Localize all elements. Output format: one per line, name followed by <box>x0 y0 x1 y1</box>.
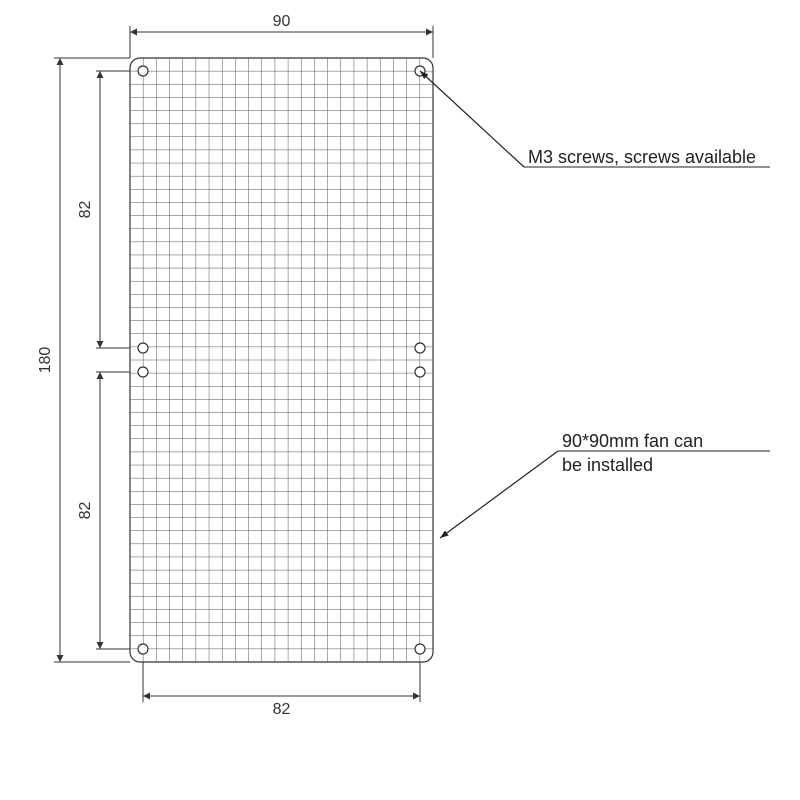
dimension-hole-spacing-upper: 82 <box>77 71 130 348</box>
dimension-value: 180 <box>37 347 54 374</box>
dimension-value: 90 <box>273 13 291 30</box>
dimension-height-full: 180 <box>37 58 130 662</box>
dimension-hole-spacing-lower: 82 <box>77 372 130 649</box>
annotation-fan: 90*90mm fan can be installed <box>440 431 770 538</box>
annotation-text: be installed <box>562 455 653 475</box>
screw-hole <box>415 367 425 377</box>
dimension-hole-spacing-bottom: 82 <box>143 662 420 718</box>
screw-hole <box>415 644 425 654</box>
screw-hole <box>138 66 148 76</box>
dimension-value: 82 <box>273 701 291 718</box>
screw-hole <box>138 367 148 377</box>
dimension-width-top: 90 <box>130 13 433 58</box>
screw-hole <box>138 343 148 353</box>
screw-hole <box>138 644 148 654</box>
technical-drawing: 90 82 180 82 82 M3 screws, screws available 90… <box>0 0 800 800</box>
annotation-screws: M3 screws, screws available <box>420 71 770 167</box>
dimension-value: 82 <box>77 502 94 520</box>
dimension-value: 82 <box>77 201 94 219</box>
annotation-text: M3 screws, screws available <box>528 147 756 167</box>
screw-hole <box>415 343 425 353</box>
annotation-text: 90*90mm fan can <box>562 431 703 451</box>
